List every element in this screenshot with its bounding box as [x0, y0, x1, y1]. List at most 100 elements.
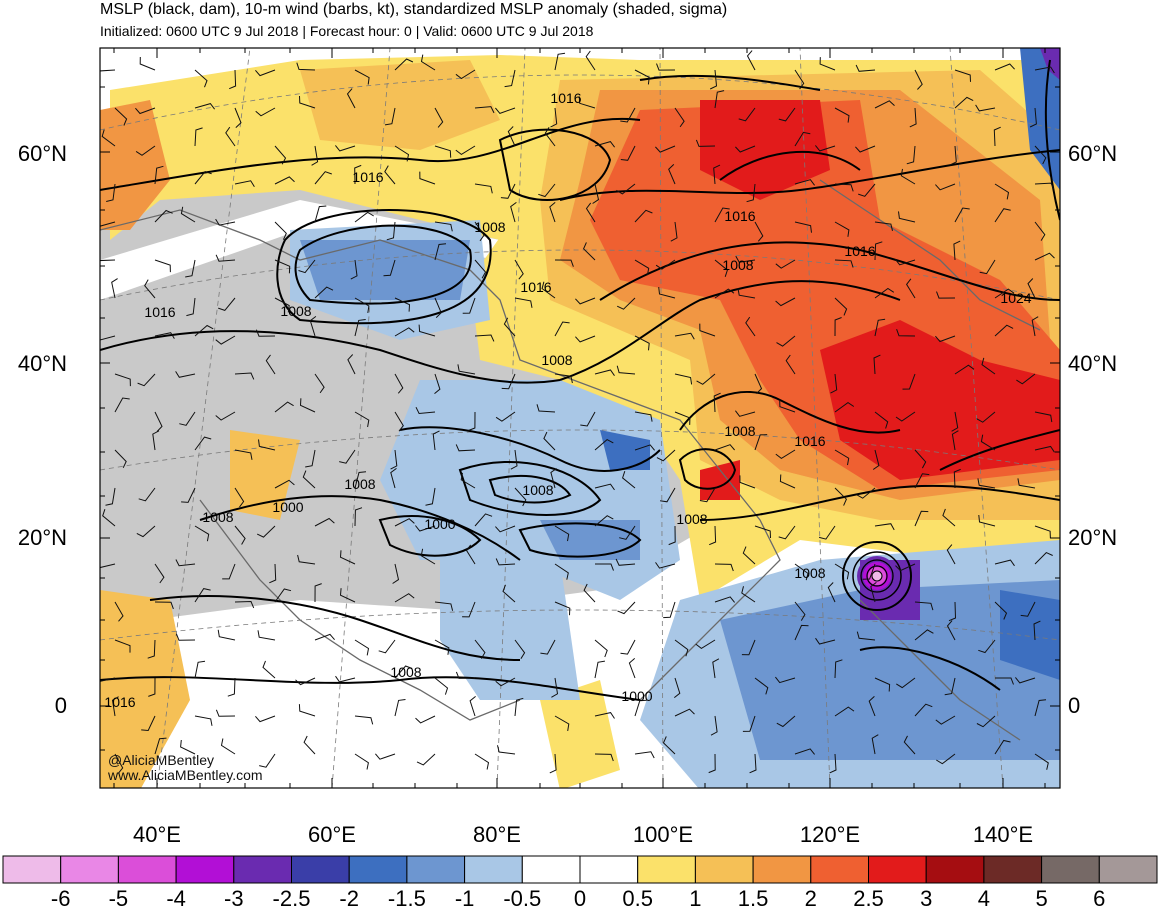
wind-barb	[394, 411, 404, 432]
wind-barb	[144, 279, 156, 299]
wind-barb	[299, 95, 316, 109]
colorbar-swatch	[1098, 855, 1158, 884]
wind-barb	[995, 677, 1014, 685]
wind-barb	[617, 601, 636, 615]
wind-barb	[714, 563, 734, 572]
lat-label-20n-left: 20°N	[17, 525, 67, 550]
wind-barb	[754, 677, 769, 695]
wind-barb	[354, 507, 363, 527]
wind-barb	[585, 202, 596, 223]
wind-barb	[111, 696, 119, 717]
isobar-label: 1016	[352, 169, 383, 185]
wind-barb	[708, 753, 716, 774]
wind-barb	[815, 637, 836, 645]
wind-barb	[415, 406, 436, 415]
wind-barb	[314, 517, 335, 527]
wind-barb	[670, 221, 678, 242]
wind-barb	[896, 677, 916, 689]
wind-barb	[662, 736, 676, 755]
wind-barb	[585, 50, 596, 71]
wind-barb	[262, 660, 276, 679]
wind-barb	[583, 583, 596, 603]
wind-barb	[981, 357, 996, 375]
wind-barb	[1034, 182, 1055, 190]
wind-barb	[620, 145, 636, 161]
wind-barb	[544, 127, 556, 147]
wind-barb	[234, 372, 255, 380]
wind-barb	[462, 601, 476, 618]
wind-barb	[296, 62, 316, 71]
wind-barb	[979, 259, 996, 275]
wind-barb	[754, 525, 771, 539]
wind-barb	[179, 411, 196, 426]
wind-barb	[105, 487, 116, 506]
wind-barb	[936, 291, 956, 299]
wind-barb	[594, 515, 614, 527]
wind-barb	[394, 145, 410, 162]
wind-barb	[514, 639, 526, 659]
lon-label-100e: 100°E	[632, 822, 694, 847]
wind-barb	[234, 180, 255, 188]
wind-barb	[347, 354, 356, 375]
isobar-label: 1000	[272, 499, 303, 515]
wind-barb	[862, 563, 876, 580]
isobar-labels: 1016 1016 1016 1016 1016 1016 1016 1016 1024 1008…	[104, 90, 1031, 710]
colorbar-label: 2.5	[853, 886, 884, 911]
wind-barb	[674, 373, 693, 385]
wind-barb	[394, 297, 411, 312]
wind-barb	[775, 297, 796, 307]
wind-barb	[215, 411, 236, 421]
colorbar-swatch	[868, 855, 927, 884]
wind-barb	[834, 563, 850, 580]
wind-barb	[834, 221, 850, 237]
isobar-label: 1008	[522, 482, 553, 498]
wind-barb	[874, 221, 893, 232]
wind-barb	[419, 171, 436, 185]
wind-barb	[775, 449, 796, 460]
wind-barb	[794, 601, 806, 621]
wind-barb	[674, 708, 695, 717]
colorbar-label: 6	[1093, 886, 1106, 911]
wind-barb	[674, 332, 695, 340]
wind-barb	[834, 706, 855, 717]
wind-barb	[554, 321, 570, 337]
wind-barb	[634, 444, 655, 451]
wind-barb	[257, 630, 276, 641]
wind-barb	[906, 145, 916, 165]
wind-barb	[354, 211, 374, 223]
wind-barb	[1034, 445, 1055, 453]
wind-barb	[1034, 221, 1046, 241]
wind-barb	[194, 525, 210, 542]
isobar-label: 1008	[202, 509, 233, 525]
colorbar-label: 2	[804, 886, 817, 911]
wind-barb	[993, 126, 1001, 147]
wind-barb	[314, 205, 327, 223]
map-subtitle: Initialized: 0600 UTC 9 Jul 2018 | Forec…	[100, 23, 594, 39]
wind-barb	[114, 449, 127, 469]
wind-barb	[978, 639, 996, 654]
wind-barb	[714, 90, 725, 109]
isobar-label: 1008	[722, 257, 753, 273]
wind-barb	[616, 297, 636, 310]
wind-barb	[495, 107, 516, 114]
wind-barb	[234, 600, 255, 609]
wind-barb	[977, 478, 996, 489]
wind-barb	[354, 69, 370, 85]
wind-barb	[303, 735, 316, 755]
wind-barb	[900, 168, 916, 185]
wind-barb	[339, 449, 356, 464]
wind-barb	[714, 259, 728, 277]
wind-barb	[874, 411, 889, 429]
wind-barb	[514, 487, 527, 507]
wind-barb	[622, 471, 636, 489]
lon-label-120e: 120°E	[799, 822, 861, 847]
wind-barb	[656, 63, 676, 71]
wind-barb	[455, 444, 476, 452]
credit-website: www.AliciaMBentley.com	[108, 767, 263, 783]
wind-barb	[742, 546, 756, 565]
colorbar-label: 1.5	[737, 886, 769, 911]
wind-barb	[794, 748, 815, 755]
wind-barb	[738, 107, 756, 122]
wind-barb	[1034, 699, 1047, 717]
wind-barb	[976, 715, 996, 728]
